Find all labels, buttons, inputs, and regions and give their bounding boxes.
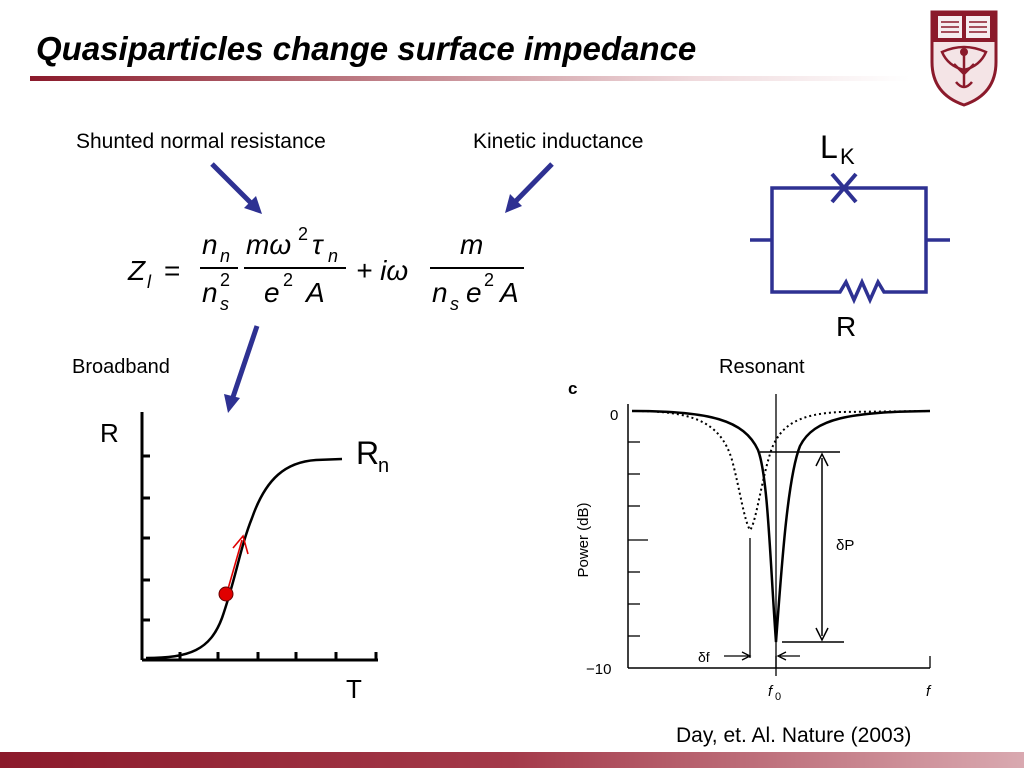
frac3-den-b: e (466, 277, 482, 308)
panel-letter: c (568, 380, 577, 398)
frac2-den-a: e (264, 277, 280, 308)
slide-title: Quasiparticles change surface impedance (36, 30, 697, 67)
resonant-y-bottom: −10 (586, 661, 611, 678)
arrow-to-resistance-term (210, 162, 262, 214)
frac1-num: n (202, 229, 218, 260)
frac3-den-a: n (432, 277, 448, 308)
frac2-den-sup: 2 (283, 270, 293, 290)
resonant-x-center: f (768, 683, 774, 700)
resistor-label: R (836, 311, 856, 342)
broadband-y-label: R (100, 418, 119, 448)
circuit-loop (770, 186, 928, 305)
resonant-plot: c 0 −10 Power (dB) (568, 380, 932, 703)
eq-plus-iomega: + iω (356, 255, 408, 286)
delta-p-label: δP (836, 537, 854, 554)
inductor-label: L (820, 129, 838, 165)
arrow-to-broadband-plot (224, 325, 260, 413)
frac1-den-sup: 2 (220, 270, 230, 290)
solid-resonance-curve (631, 409, 931, 643)
resonant-y-top: 0 (610, 407, 618, 424)
resistance-curve (145, 457, 343, 660)
broadband-plot: R T R n (100, 412, 389, 704)
kinetic-inductance-label: Kinetic inductance (473, 130, 644, 153)
frac2-den-b: A (304, 277, 325, 308)
frac3-den-sub: s (450, 294, 459, 314)
delta-f-label: δf (698, 649, 710, 665)
resonant-y-label: Power (dB) (575, 502, 592, 577)
curve-label-sub: n (378, 455, 389, 477)
broadband-label: Broadband (72, 356, 170, 378)
university-crest-icon (930, 10, 998, 107)
resonant-label: Resonant (719, 356, 805, 378)
frac1-den: n (202, 277, 218, 308)
frac2-num-sup: 2 (298, 224, 308, 244)
circuit-diagram: L K R (750, 129, 950, 342)
frac3-num: m (460, 229, 483, 260)
curve-label: R (356, 435, 379, 471)
operating-point-marker (218, 586, 234, 602)
resonant-x-right: f (926, 683, 932, 700)
impedance-equation: Z l = n n n 2 s mω 2 τ n e 2 A + iω m n … (127, 224, 524, 314)
eq-equals: = (164, 255, 180, 286)
frac1-num-sub: n (220, 246, 230, 266)
shunted-resistance-label: Shunted normal resistance (76, 130, 326, 153)
tangent-arrow (225, 539, 243, 597)
title-underline (30, 76, 910, 81)
frac2-num-b: τ (312, 229, 324, 260)
arrow-to-inductance-term (505, 162, 554, 213)
frac3-den-sup: 2 (484, 270, 494, 290)
citation: Day, et. Al. Nature (2003) (676, 724, 912, 747)
inductor-sub: K (840, 144, 855, 169)
broadband-x-label: T (346, 674, 362, 704)
frac3-den-c: A (498, 277, 519, 308)
frac2-num-sub: n (328, 246, 338, 266)
dotted-resonance-curve (631, 410, 931, 532)
eq-lhs: Z (127, 255, 146, 286)
eq-lhs-sub: l (147, 272, 152, 292)
frac2-num-a: mω (246, 229, 291, 260)
footer-bar (0, 752, 1024, 768)
frac1-den-sub: s (220, 294, 229, 314)
resonant-x-center-sub: 0 (775, 691, 781, 703)
